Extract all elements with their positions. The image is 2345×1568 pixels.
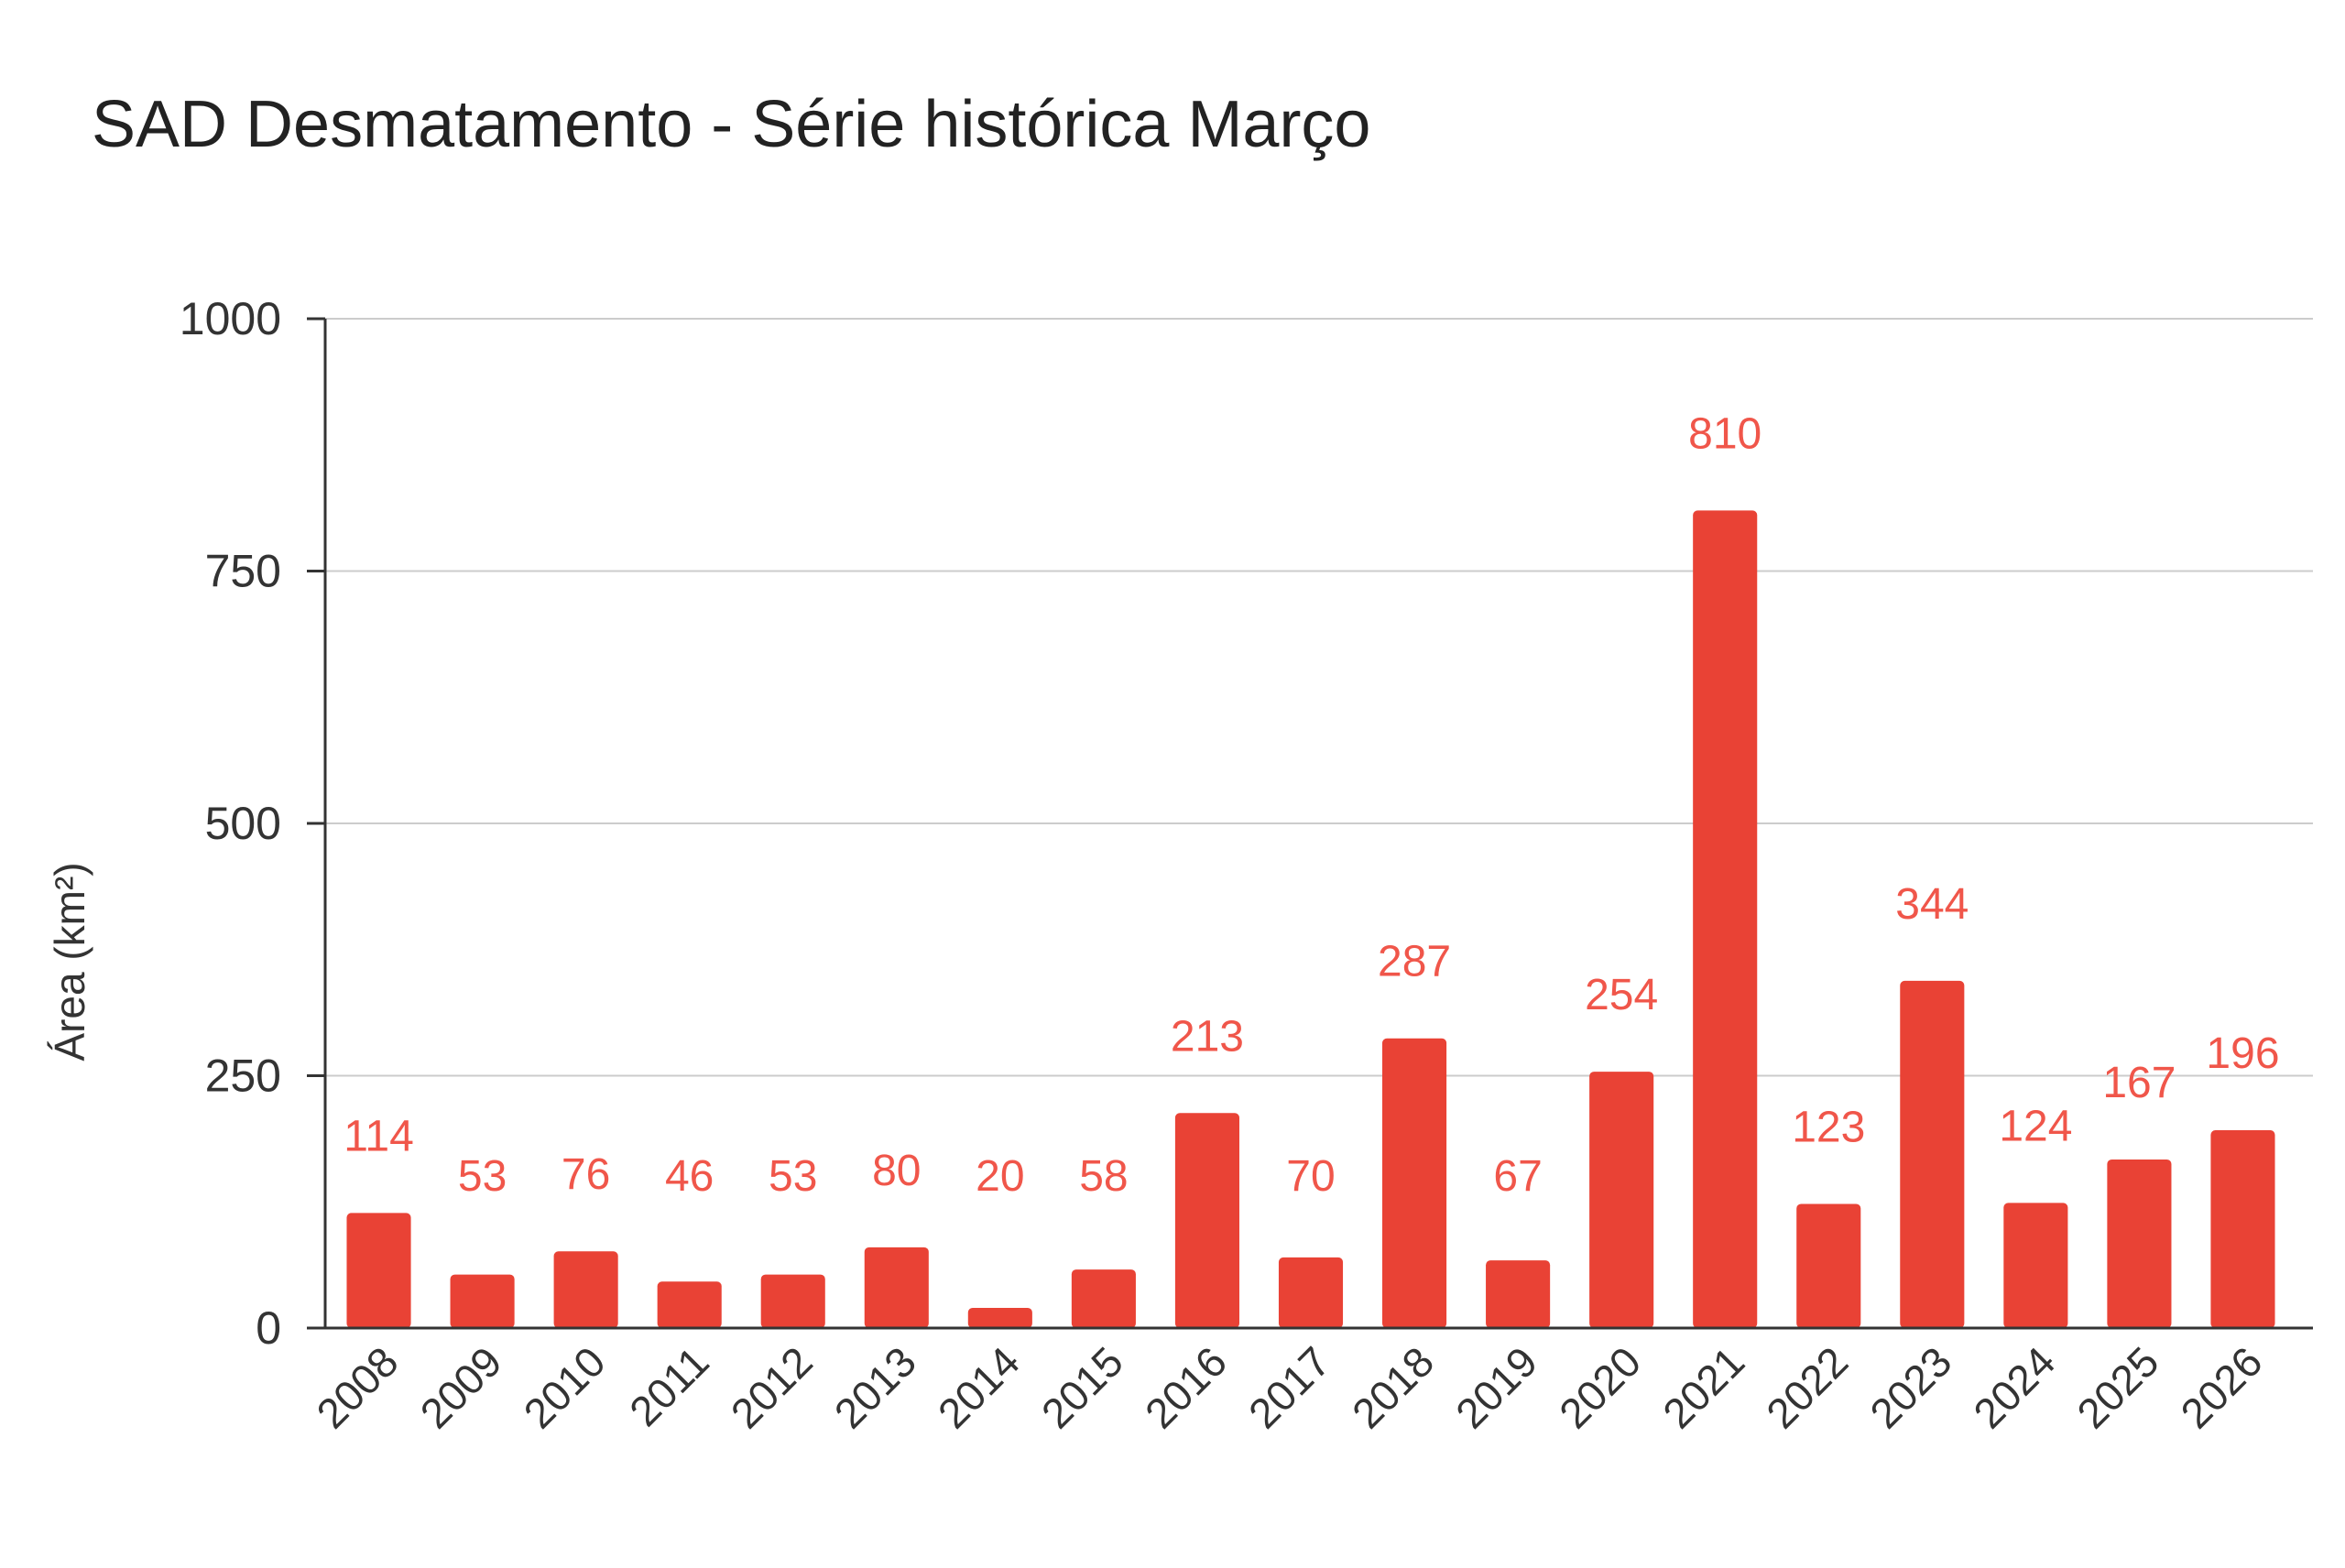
data-label-2020: 254 xyxy=(1585,971,1658,1019)
data-label-2014: 20 xyxy=(976,1152,1024,1201)
y-tick-labels: 0 250 500 750 1000 xyxy=(180,293,281,1354)
x-tick-label-2023: 2023 xyxy=(1860,1337,1960,1437)
bar-2014 xyxy=(967,1307,1032,1328)
data-label-2022: 123 xyxy=(1792,1103,1865,1151)
x-tick-label-2014: 2014 xyxy=(929,1337,1029,1437)
bar-2009 xyxy=(450,1274,515,1328)
bar-2018 xyxy=(1382,1038,1447,1328)
data-label-2011: 46 xyxy=(665,1152,714,1201)
x-tick-label-2021: 2021 xyxy=(1653,1337,1753,1437)
data-label-2026: 196 xyxy=(2206,1029,2279,1078)
data-label-2010: 76 xyxy=(562,1150,610,1199)
x-tick-labels: 2008 2009 2010 2011 2012 2013 2014 2015 2016 2017… xyxy=(307,1337,2271,1437)
bar-2013 xyxy=(864,1247,929,1328)
x-tick-label-2013: 2013 xyxy=(825,1337,925,1437)
x-tick-label-2009: 2009 xyxy=(411,1337,511,1437)
y-tick-label: 500 xyxy=(205,798,281,849)
x-tick-label-2024: 2024 xyxy=(1964,1337,2064,1437)
data-label-2015: 58 xyxy=(1079,1152,1128,1201)
data-label-2018: 287 xyxy=(1378,938,1451,986)
bar-2024 xyxy=(2003,1203,2068,1328)
chart-title: SAD Desmatamento - Série histórica Março xyxy=(92,88,1370,161)
bar-2019 xyxy=(1486,1260,1551,1328)
bar-2012 xyxy=(760,1274,825,1328)
x-tick-label-2010: 2010 xyxy=(515,1337,615,1437)
x-tick-label-2019: 2019 xyxy=(1446,1337,1546,1437)
x-tick-label-2018: 2018 xyxy=(1343,1337,1443,1437)
bar-2021 xyxy=(1693,510,1758,1328)
data-labels: 114 53 76 46 53 80 20 58 213 70 287 67 254 810 123 344 1… xyxy=(344,409,2279,1201)
data-label-2013: 80 xyxy=(872,1147,921,1195)
bar-2025 xyxy=(2107,1159,2172,1328)
data-label-2025: 167 xyxy=(2102,1059,2176,1107)
bars xyxy=(346,510,2275,1328)
data-label-2008: 114 xyxy=(344,1112,414,1160)
data-label-2012: 53 xyxy=(769,1152,817,1201)
data-label-2017: 70 xyxy=(1286,1152,1335,1201)
x-tick-label-2025: 2025 xyxy=(2067,1337,2167,1437)
y-axis-label: Área (km²) xyxy=(46,862,93,1061)
data-label-2019: 67 xyxy=(1493,1152,1542,1201)
data-label-2024: 124 xyxy=(1999,1102,2072,1150)
data-label-2016: 213 xyxy=(1171,1012,1244,1061)
data-label-2009: 53 xyxy=(458,1152,507,1201)
data-label-2021: 810 xyxy=(1688,409,1761,458)
y-tick-label: 250 xyxy=(205,1051,281,1102)
x-tick-label-2026: 2026 xyxy=(2171,1337,2271,1437)
data-label-2023: 344 xyxy=(1895,880,1969,929)
x-tick-label-2015: 2015 xyxy=(1032,1337,1132,1437)
bar-2010 xyxy=(553,1251,618,1328)
x-tick-label-2012: 2012 xyxy=(722,1337,822,1437)
axes xyxy=(307,317,2313,1330)
y-tick-label: 750 xyxy=(205,546,281,597)
x-tick-label-2017: 2017 xyxy=(1239,1337,1339,1437)
bar-2020 xyxy=(1589,1072,1654,1328)
x-tick-label-2020: 2020 xyxy=(1550,1337,1650,1437)
x-tick-label-2008: 2008 xyxy=(307,1337,407,1437)
bar-2016 xyxy=(1174,1113,1239,1328)
bar-2008 xyxy=(346,1213,411,1328)
bar-2015 xyxy=(1071,1269,1136,1328)
y-tick-label: 0 xyxy=(256,1302,281,1354)
bar-2011 xyxy=(657,1281,722,1328)
bar-2022 xyxy=(1796,1203,1861,1328)
gridlines xyxy=(325,318,2313,1077)
x-tick-label-2011: 2011 xyxy=(620,1337,718,1435)
x-tick-label-2022: 2022 xyxy=(1757,1337,1857,1437)
x-tick-label-2016: 2016 xyxy=(1136,1337,1236,1437)
y-tick-label: 1000 xyxy=(180,293,281,344)
bar-2017 xyxy=(1278,1257,1344,1328)
bar-2026 xyxy=(2210,1130,2275,1328)
bar-2023 xyxy=(1900,980,1965,1328)
